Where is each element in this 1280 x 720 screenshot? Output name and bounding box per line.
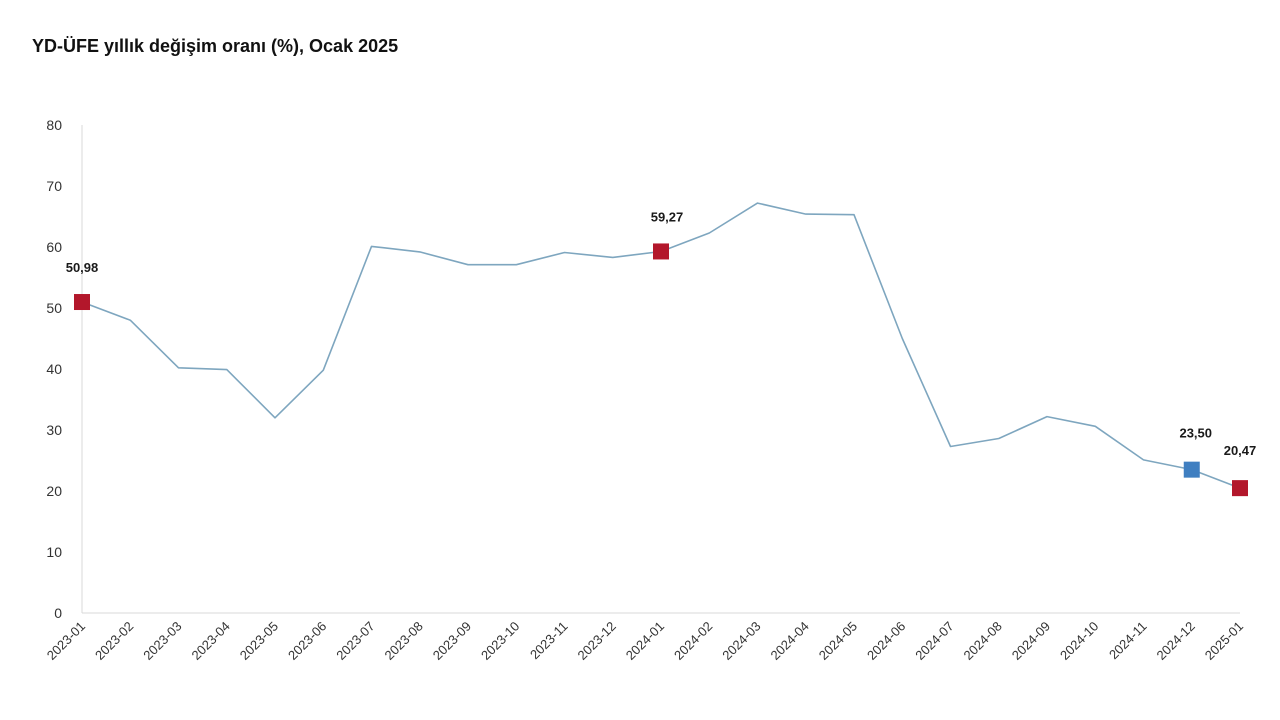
highlight-marker [74, 294, 90, 311]
chart-title: YD-ÜFE yıllık değişim oranı (%), Ocak 20… [32, 36, 399, 56]
y-tick-label: 20 [46, 483, 62, 499]
data-label: 20,47 [1224, 443, 1257, 458]
x-tick-label: 2024-05 [816, 619, 860, 663]
x-tick-label: 2024-06 [864, 619, 908, 663]
y-tick-label: 50 [46, 300, 62, 316]
x-tick-label: 2023-04 [189, 619, 233, 663]
data-label: 50,98 [66, 260, 99, 275]
x-tick-label: 2023-08 [382, 619, 426, 663]
x-tick-label: 2023-05 [237, 619, 281, 663]
x-tick-label: 2023-09 [430, 619, 474, 663]
x-tick-label: 2023-10 [478, 619, 522, 663]
x-tick-label: 2024-12 [1154, 619, 1198, 663]
x-tick-label: 2025-01 [1202, 619, 1246, 663]
x-tick-label: 2023-01 [44, 619, 88, 663]
y-tick-label: 80 [46, 117, 62, 133]
data-label: 59,27 [651, 209, 684, 224]
x-tick-label: 2023-06 [285, 619, 329, 663]
data-label: 23,50 [1179, 426, 1212, 441]
x-tick-label: 2024-08 [961, 619, 1005, 663]
x-tick-label: 2023-07 [333, 619, 377, 663]
y-tick-label: 10 [46, 544, 62, 560]
x-tick-label: 2023-03 [140, 619, 184, 663]
x-tick-label: 2024-02 [671, 619, 715, 663]
x-tick-label: 2024-09 [1009, 619, 1053, 663]
x-tick-label: 2024-07 [912, 619, 956, 663]
highlight-marker [1183, 461, 1200, 478]
x-tick-label: 2023-11 [527, 619, 571, 663]
y-tick-label: 60 [46, 239, 62, 255]
y-tick-label: 40 [46, 361, 62, 377]
x-tick-label: 2024-04 [768, 619, 812, 663]
y-tick-label: 70 [46, 178, 62, 194]
y-tick-label: 0 [54, 605, 62, 621]
x-tick-label: 2024-10 [1057, 619, 1101, 663]
x-tick-label: 2024-11 [1106, 619, 1150, 663]
x-tick-label: 2024-03 [719, 619, 763, 663]
highlight-marker [653, 243, 669, 260]
x-tick-label: 2024-01 [623, 619, 667, 663]
x-tick-label: 2023-02 [92, 619, 136, 663]
y-tick-label: 30 [46, 422, 62, 438]
x-tick-label: 2023-12 [575, 619, 619, 663]
highlight-marker [1232, 480, 1248, 497]
